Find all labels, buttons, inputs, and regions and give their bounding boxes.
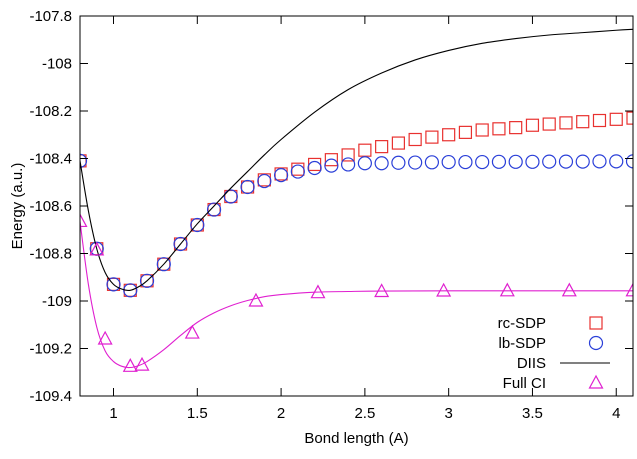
rc-sdp-marker: [442, 128, 456, 142]
rc-sdp-marker: [609, 112, 623, 126]
rc-sdp-marker: [475, 123, 489, 137]
full-ci-marker: [97, 330, 113, 345]
rc-sdp-marker: [324, 153, 338, 167]
full-ci-marker: [122, 358, 138, 372]
x-tick-label: 2.5: [354, 405, 375, 422]
series-layer: [80, 28, 633, 372]
rc-sdp-marker: [408, 132, 422, 147]
legend-label-full-ci: Full CI: [503, 375, 546, 392]
lb-sdp-marker: [525, 154, 540, 169]
legend-label-diis: DIIS: [517, 355, 546, 372]
rc-sdp-marker: [458, 125, 473, 139]
x-axis-label: Bond length (A): [304, 430, 408, 447]
legend-symbol-rc-sdp: [589, 316, 603, 330]
series-diis: [80, 28, 633, 291]
x-tick-label: 3.5: [522, 405, 543, 422]
lb-sdp-marker: [156, 257, 171, 272]
tick-layer: 1 1.5 2 2.5 3 3.5 4 -109.4 -109.2 -109 -108.8 -108.…: [29, 8, 633, 422]
lb-sdp-marker: [625, 154, 633, 169]
lb-sdp-marker: [273, 168, 289, 183]
full-ci-marker: [436, 282, 452, 297]
y-tick-label: -108.2: [29, 103, 72, 120]
rc-sdp-marker: [341, 148, 355, 162]
y-tick-label: -108: [42, 56, 72, 73]
full-ci-marker: [80, 213, 88, 228]
legend: rc-SDP lb-SDP DIIS Full CI: [498, 315, 610, 392]
y-tick-label: -109.4: [29, 388, 72, 405]
lb-sdp-marker: [408, 155, 423, 170]
rc-sdp-marker: [425, 130, 439, 144]
diis-line: [80, 28, 633, 291]
rc-sdp-marker: [626, 111, 633, 125]
lb-sdp-marker: [441, 154, 456, 170]
lb-sdp-marker: [173, 236, 188, 252]
lb-sdp-marker: [458, 154, 473, 170]
full-ci-marker: [89, 241, 105, 256]
rc-sdp-marker: [509, 121, 523, 135]
rc-sdp-marker: [492, 122, 506, 136]
y-tick-label: -107.8: [29, 8, 72, 25]
series-lb-sdp: [80, 153, 633, 298]
lb-sdp-marker: [391, 155, 406, 170]
x-tick-label: 1: [109, 405, 117, 422]
full-ci-marker: [184, 324, 200, 339]
lb-sdp-marker: [206, 202, 222, 217]
full-ci-marker: [248, 292, 264, 307]
lb-sdp-marker: [123, 283, 138, 298]
lb-sdp-marker: [341, 157, 356, 172]
lb-sdp-marker: [592, 154, 607, 169]
lb-sdp-marker: [106, 277, 121, 292]
x-tick-label: 1.5: [187, 405, 208, 422]
lb-sdp-marker: [80, 153, 88, 168]
full-ci-marker: [374, 283, 390, 298]
full-ci-marker: [310, 284, 326, 299]
y-tick-label: -108.6: [29, 198, 72, 215]
legend-label-rc-sdp: rc-SDP: [498, 315, 546, 332]
lb-sdp-marker: [290, 164, 305, 179]
full-ci-marker: [625, 282, 633, 297]
x-tick-label: 2: [277, 405, 285, 422]
rc-sdp-marker: [391, 136, 405, 150]
full-ci-marker: [134, 356, 150, 371]
legend-symbol-lb-sdp: [588, 335, 604, 351]
series-full-ci: [80, 213, 633, 372]
lb-sdp-marker: [609, 154, 624, 169]
y-tick-label: -108.8: [29, 246, 72, 263]
y-tick-label: -109.2: [29, 341, 72, 358]
lb-sdp-marker: [491, 154, 507, 169]
lb-sdp-marker: [139, 273, 155, 288]
lb-sdp-marker: [475, 154, 490, 170]
rc-sdp-marker: [559, 116, 573, 130]
x-tick-label: 4: [612, 405, 620, 422]
rc-sdp-marker: [592, 113, 607, 128]
lb-sdp-marker: [223, 189, 238, 204]
lb-sdp-marker: [307, 160, 322, 176]
rc-sdp-marker: [542, 117, 556, 131]
lb-sdp-marker: [357, 156, 372, 171]
full-ci-marker: [499, 282, 515, 297]
lb-sdp-marker: [575, 154, 590, 169]
rc-sdp-marker: [525, 118, 540, 132]
y-tick-label: -108.4: [29, 151, 72, 168]
lb-sdp-marker: [324, 158, 339, 173]
y-axis-label: Energy (a.u.): [9, 163, 26, 250]
x-tick-label: 3: [444, 405, 452, 422]
lb-sdp-marker: [374, 156, 389, 171]
y-tick-label: -109: [42, 293, 72, 310]
rc-sdp-marker: [375, 140, 389, 154]
legend-label-lb-sdp: lb-SDP: [498, 335, 546, 352]
lb-sdp-marker: [257, 173, 272, 189]
lb-sdp-marker: [558, 154, 574, 169]
lb-sdp-marker: [542, 154, 557, 169]
lb-sdp-marker: [240, 179, 255, 195]
legend-symbol-full-ci: [588, 374, 604, 389]
lb-sdp-marker: [508, 154, 523, 169]
rc-sdp-marker: [576, 115, 590, 129]
lb-sdp-marker: [424, 155, 440, 170]
lb-sdp-marker: [190, 217, 205, 233]
full-ci-marker: [561, 282, 577, 297]
